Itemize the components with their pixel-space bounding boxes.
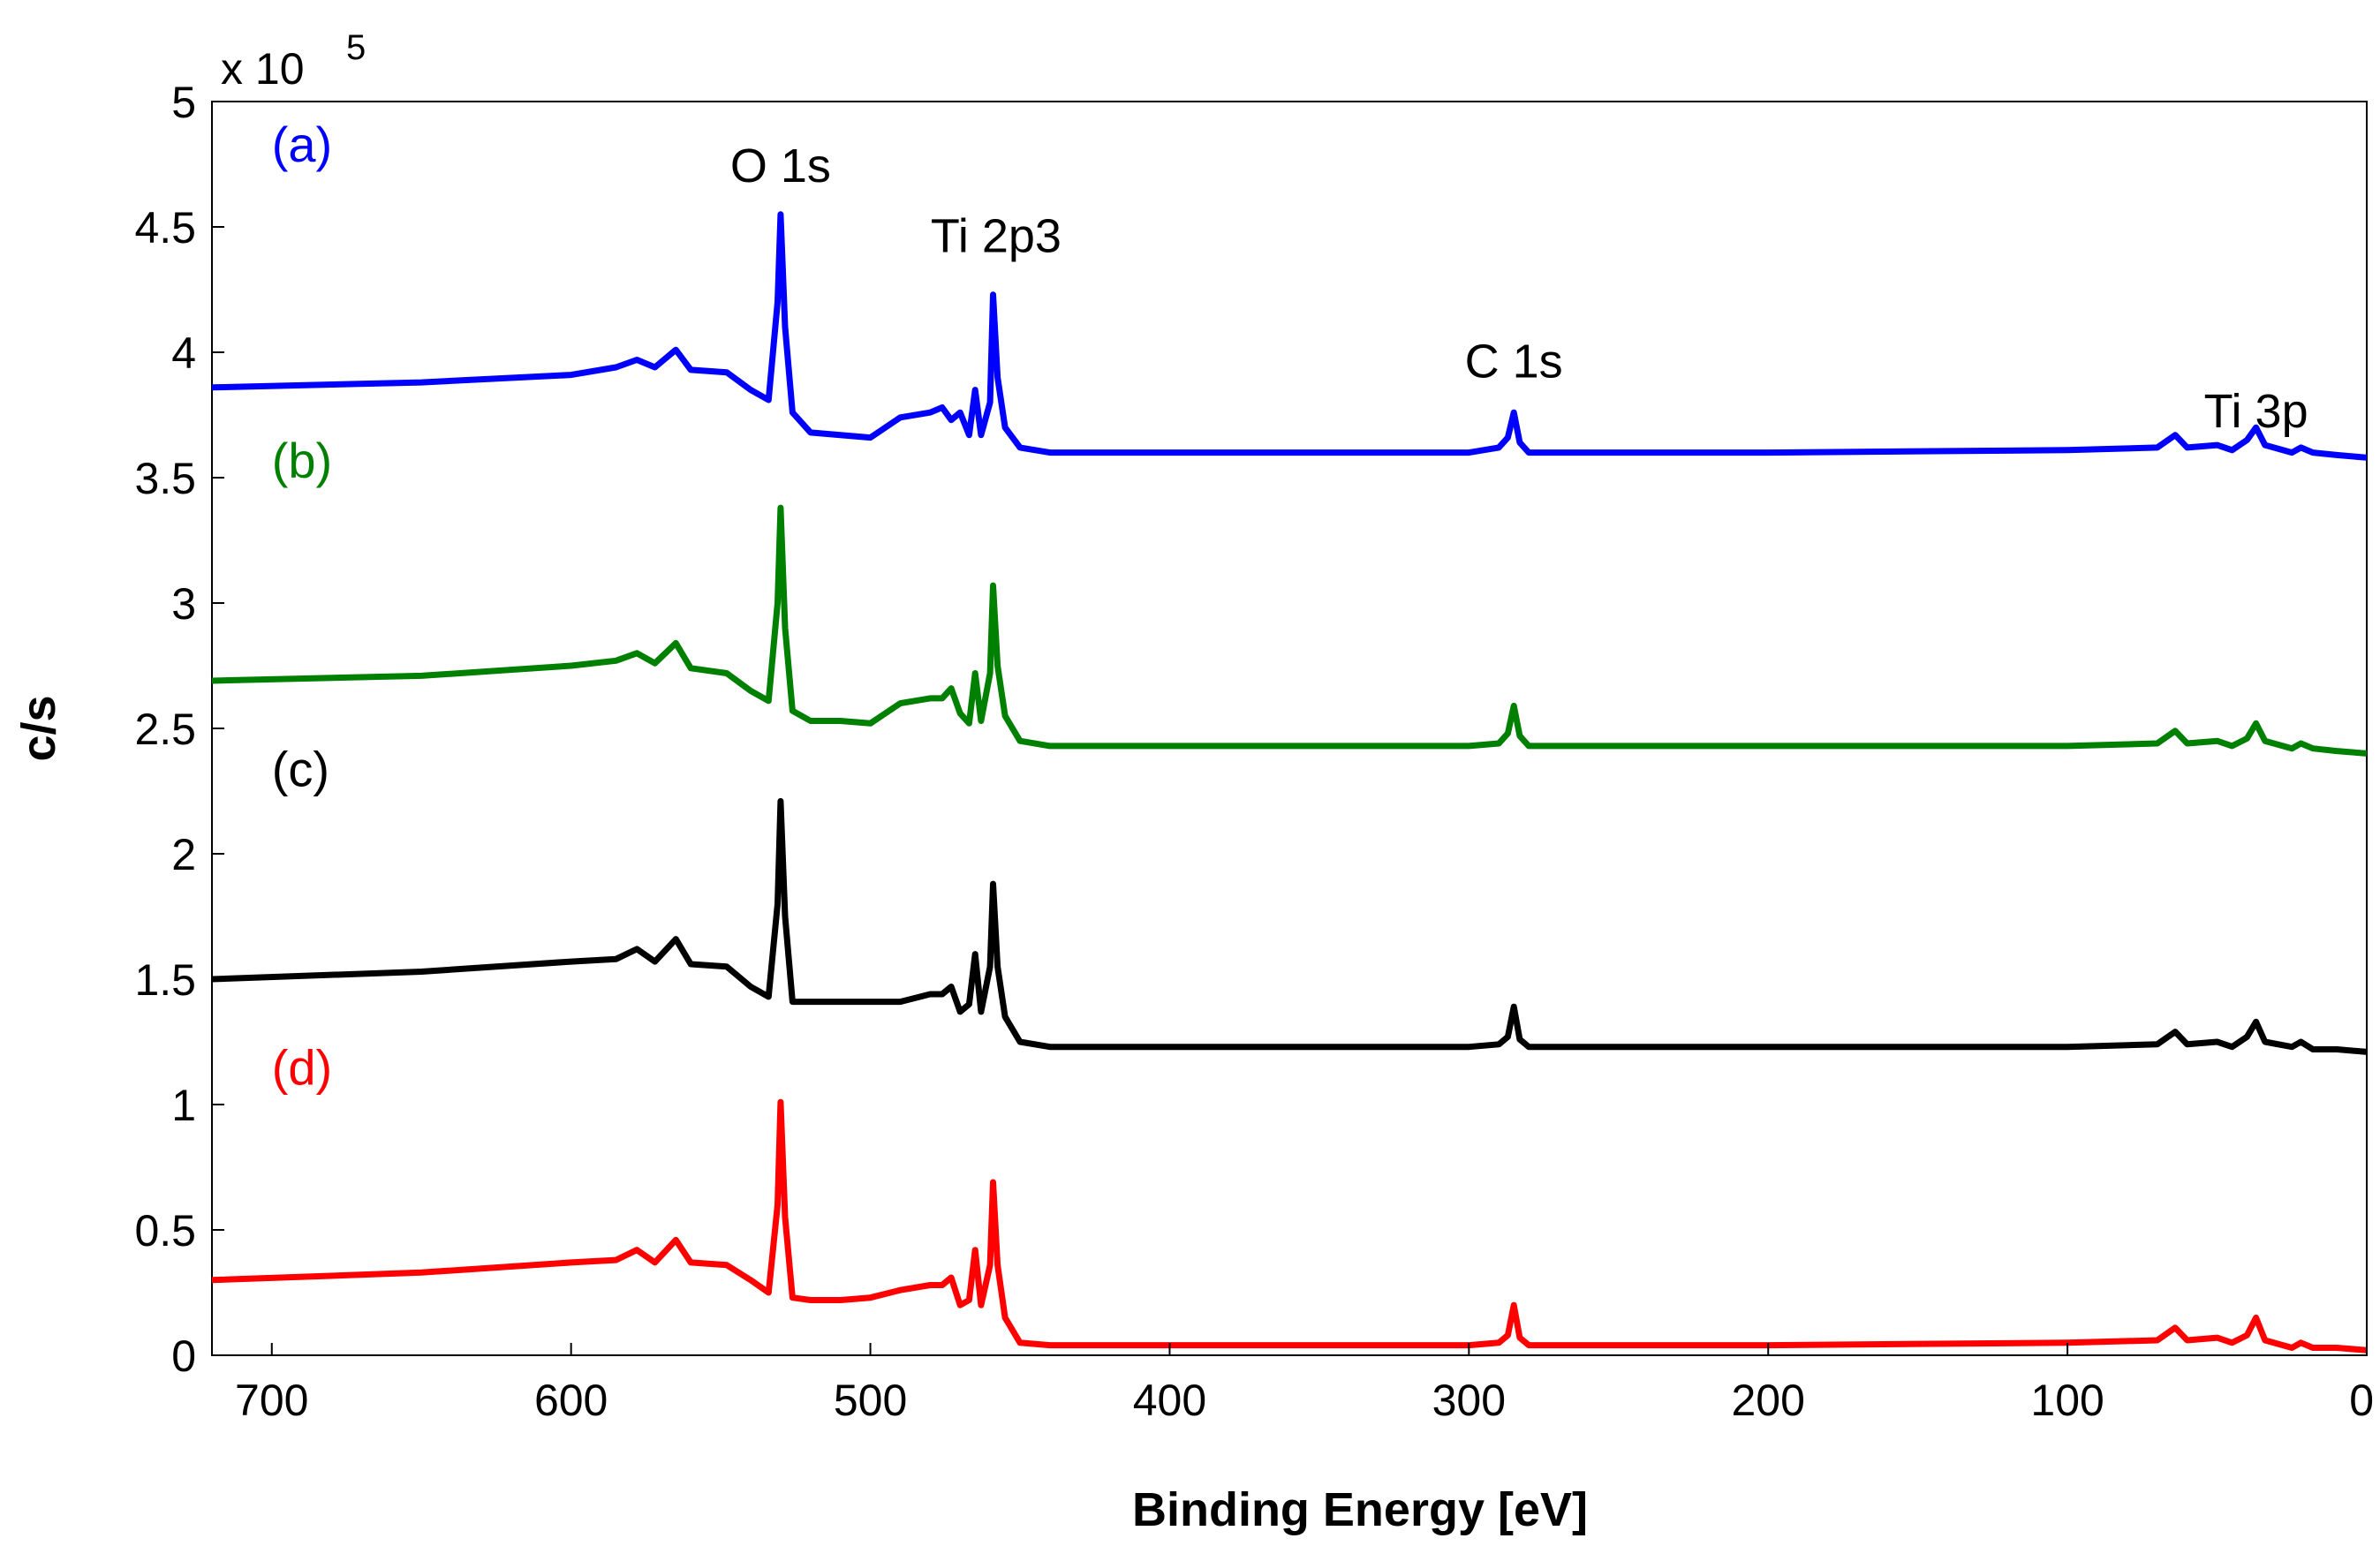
- y-axis-title: c/s: [12, 695, 65, 761]
- plot-area: [211, 101, 2368, 1356]
- x-tick-label: 0: [2349, 1376, 2374, 1425]
- x-tick-label: 600: [534, 1376, 608, 1425]
- ticks-layer: 700 600 500 400 300 200 100 0 0 0.5 1 1.5 2 2.5 3 3.5 4 4…: [134, 78, 2374, 1425]
- y-tick-label: 2.5: [134, 705, 196, 754]
- series-label-c: (c): [272, 741, 329, 796]
- peak-annotation: C 1s: [1465, 335, 1563, 388]
- y-tick-label: 1: [171, 1081, 196, 1130]
- x-tick-label: 500: [834, 1376, 907, 1425]
- y-tick-label: 2: [171, 830, 196, 879]
- series-layer: [211, 211, 2368, 1354]
- y-tick-label: 3: [171, 579, 196, 629]
- x-tick-label: 200: [1732, 1376, 1805, 1425]
- series-label-d: (d): [272, 1039, 332, 1095]
- series-line-b: [211, 504, 2368, 757]
- x-tick-label: 300: [1432, 1376, 1506, 1425]
- y-tick-label: 4: [171, 328, 196, 378]
- series-label-a: (a): [272, 117, 332, 172]
- y-multiplier-exponent: 5: [346, 28, 366, 67]
- series-line-c: [211, 797, 2368, 1055]
- y-tick-label: 4.5: [134, 203, 196, 253]
- labels-layer: (a) (b) (c) (d) x 10 5 Binding Energy [eV] c/s O…: [12, 28, 2308, 1536]
- peak-annotation: O 1s: [730, 140, 831, 192]
- y-tick-label: 0: [171, 1331, 196, 1381]
- peak-annotation: Ti 2p3: [931, 209, 1062, 262]
- y-tick-label: 5: [171, 78, 196, 127]
- x-tick-label: 100: [2030, 1376, 2104, 1425]
- y-multiplier: x 10: [221, 44, 305, 94]
- plot-frame: [211, 101, 2368, 1356]
- x-tick-label: 700: [235, 1376, 308, 1425]
- series-label-b: (b): [272, 433, 332, 488]
- series-line-d: [211, 1098, 2368, 1354]
- x-tick-label: 400: [1133, 1376, 1206, 1425]
- peak-annotation: Ti 3p: [2204, 385, 2308, 438]
- y-tick-label: 3.5: [134, 454, 196, 503]
- y-tick-label: 1.5: [134, 955, 196, 1005]
- y-tick-label: 0.5: [134, 1206, 196, 1256]
- x-axis-title: Binding Energy [eV]: [1132, 1483, 1588, 1536]
- series-line-a: [211, 211, 2368, 461]
